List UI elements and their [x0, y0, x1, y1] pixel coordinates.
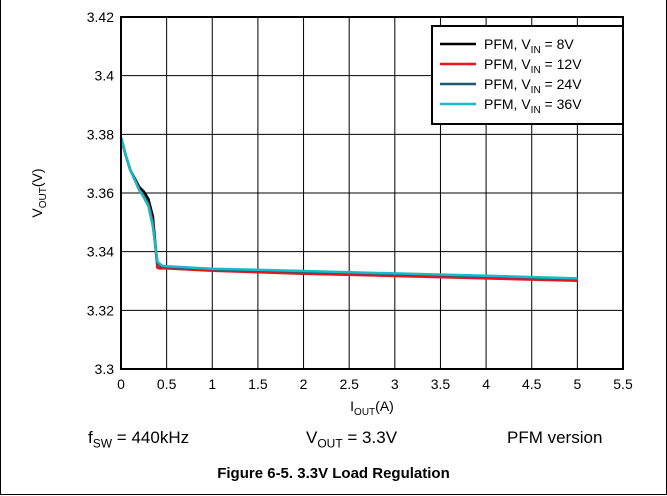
y-tick-label: 3.3 [95, 361, 115, 377]
y-tick-label: 3.34 [87, 244, 114, 260]
load-regulation-chart: 0 0.5 1 1.5 2 2.5 3 3.5 4 4.5 5 5.5 3.3 3.32 3.34 3.36 3… [29, 9, 633, 418]
x-tick-label: 2.5 [339, 376, 359, 392]
series-lines [119, 136, 578, 282]
y-tick-label: 3.36 [87, 185, 114, 201]
x-tick-label: 4 [482, 376, 490, 392]
x-axis-label: IOUT(A) [350, 398, 394, 418]
legend-label: PFM, VIN = 12V [484, 56, 582, 76]
x-tick-label: 2 [300, 376, 308, 392]
legend-label: PFM, VIN = 24V [484, 76, 582, 96]
legend-box [431, 25, 624, 125]
x-tick-label: 4.5 [522, 376, 542, 392]
y-axis-label: VOUT(V) [29, 168, 49, 217]
x-tick-label: 0.5 [157, 376, 177, 392]
x-tick-label: 5.5 [613, 376, 633, 392]
tick-labels: 0 0.5 1 1.5 2 2.5 3 3.5 4 4.5 5 5.5 3.3 3.32 3.34 3.36 3… [87, 9, 633, 392]
x-tick-label: 5 [573, 376, 581, 392]
y-tick-label: 3.42 [87, 9, 114, 25]
legend-label: PFM, VIN = 8V [484, 36, 574, 56]
legend-label: PFM, VIN = 36V [484, 96, 582, 116]
x-tick-label: 1.5 [248, 376, 268, 392]
figure-caption: Figure 6-5. 3.3V Load Regulation [217, 465, 450, 482]
output-voltage-note: VOUT = 3.3V [306, 428, 398, 451]
switching-frequency-note: fSW = 440kHz [88, 428, 190, 451]
y-tick-label: 3.32 [87, 302, 114, 318]
x-tick-label: 3 [391, 376, 399, 392]
y-tick-label: 3.38 [87, 126, 114, 142]
series-line [119, 136, 578, 280]
x-tick-label: 1 [208, 376, 216, 392]
x-tick-label: 3.5 [431, 376, 451, 392]
plot-area [120, 16, 624, 370]
x-tick-label: 0 [117, 376, 125, 392]
y-tick-label: 3.4 [95, 68, 115, 84]
version-note: PFM version [507, 428, 603, 447]
